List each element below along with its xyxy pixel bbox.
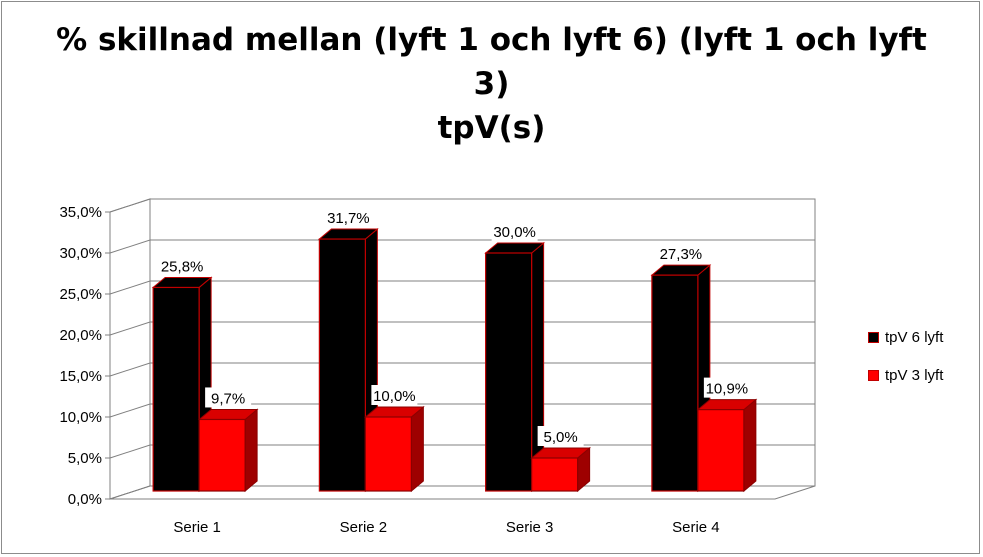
x-tick-label-serie-2: Serie 2: [340, 519, 388, 536]
legend-swatch-tpv-6-lyft: [868, 331, 879, 343]
gridline: [109, 403, 815, 418]
data-label-bg-tpv-6-lyft-serie-3: [491, 221, 538, 241]
data-label-bg-tpv-6-lyft-serie-4: [657, 243, 704, 264]
data-label-tpv-3-lyft-serie-4: 10,9%: [706, 381, 749, 398]
bar-tpv-6-lyft-serie-4: [651, 274, 699, 492]
x-tick-label-serie-4: Serie 4: [672, 519, 720, 536]
chart-title-line-1: % skillnad mellan (lyft 1 och lyft 6) (l…: [56, 22, 927, 58]
y-tick-label: 30,0%: [59, 245, 102, 262]
data-label-bg-tpv-3-lyft-serie-1: [205, 387, 252, 408]
bar-tpv-6-lyft-serie-1: [152, 286, 200, 492]
data-label-bg-tpv-6-lyft-serie-2: [325, 207, 372, 228]
y-tick-label: 25,0%: [59, 286, 102, 303]
data-label-tpv-6-lyft-serie-1: 25,8%: [161, 258, 204, 275]
bar-tpv-3-lyft-serie-1: [198, 418, 246, 492]
bar-side-tpv-3-lyft-serie-2: [410, 405, 424, 493]
x-tick-label-serie-3: Serie 3: [506, 519, 554, 536]
data-label-tpv-6-lyft-serie-3: 30,0%: [493, 224, 536, 241]
gridline: [109, 362, 815, 377]
bar-side-tpv-3-lyft-serie-1: [244, 408, 258, 493]
gridline: [109, 444, 815, 459]
gridline: [109, 198, 815, 213]
gridline: [109, 280, 815, 295]
legend-item-tpv-3-lyft: tpV 3 lyft: [868, 364, 943, 386]
legend-label-tpv-3-lyft: tpV 3 lyft: [885, 366, 944, 384]
data-label-tpv-3-lyft-serie-1: 9,7%: [211, 390, 245, 407]
y-tick-label: 15,0%: [59, 368, 102, 385]
data-label-tpv-3-lyft-serie-3: 5,0%: [544, 429, 578, 446]
y-tick-label: 35,0%: [59, 204, 102, 221]
y-tick-label: 20,0%: [59, 327, 102, 344]
y-tick-label: 0,0%: [68, 491, 102, 508]
side-wall: [109, 198, 151, 500]
chart-title: % skillnad mellan (lyft 1 och lyft 6) (l…: [0, 18, 983, 150]
legend: tpV 6 lyft tpV 3 lyft: [868, 326, 943, 402]
gridline: [109, 321, 815, 336]
data-label-tpv-3-lyft-serie-2: 10,0%: [373, 388, 416, 405]
chart-title-line-2: 3): [473, 66, 510, 102]
data-label-bg-tpv-6-lyft-serie-1: [159, 255, 206, 276]
legend-item-tpv-6-lyft: tpV 6 lyft: [868, 326, 943, 348]
bar-tpv-3-lyft-serie-2: [364, 416, 412, 492]
gridline: [109, 239, 815, 254]
bar-tpv-3-lyft-serie-3: [531, 457, 579, 492]
x-tick-label-serie-1: Serie 1: [173, 519, 221, 536]
bar-tpv-6-lyft-serie-2: [318, 238, 366, 492]
data-label-bg-tpv-3-lyft-serie-4: [703, 377, 750, 398]
legend-label-tpv-6-lyft: tpV 6 lyft: [885, 328, 944, 346]
gridline: [109, 485, 815, 500]
data-label-tpv-6-lyft-serie-2: 31,7%: [327, 210, 370, 227]
bar-tpv-6-lyft-serie-3: [485, 252, 533, 492]
bar-side-tpv-3-lyft-serie-4: [743, 398, 757, 493]
bar-tpv-3-lyft-serie-4: [697, 409, 745, 492]
legend-swatch-tpv-3-lyft: [868, 369, 879, 381]
y-tick-label: 5,0%: [68, 450, 102, 467]
data-label-bg-tpv-3-lyft-serie-3: [537, 426, 584, 446]
chart-title-line-3: tpV(s): [437, 110, 546, 146]
y-tick-label: 10,0%: [59, 409, 102, 426]
data-label-tpv-6-lyft-serie-4: 27,3%: [660, 246, 703, 263]
data-label-bg-tpv-3-lyft-serie-2: [371, 385, 418, 405]
